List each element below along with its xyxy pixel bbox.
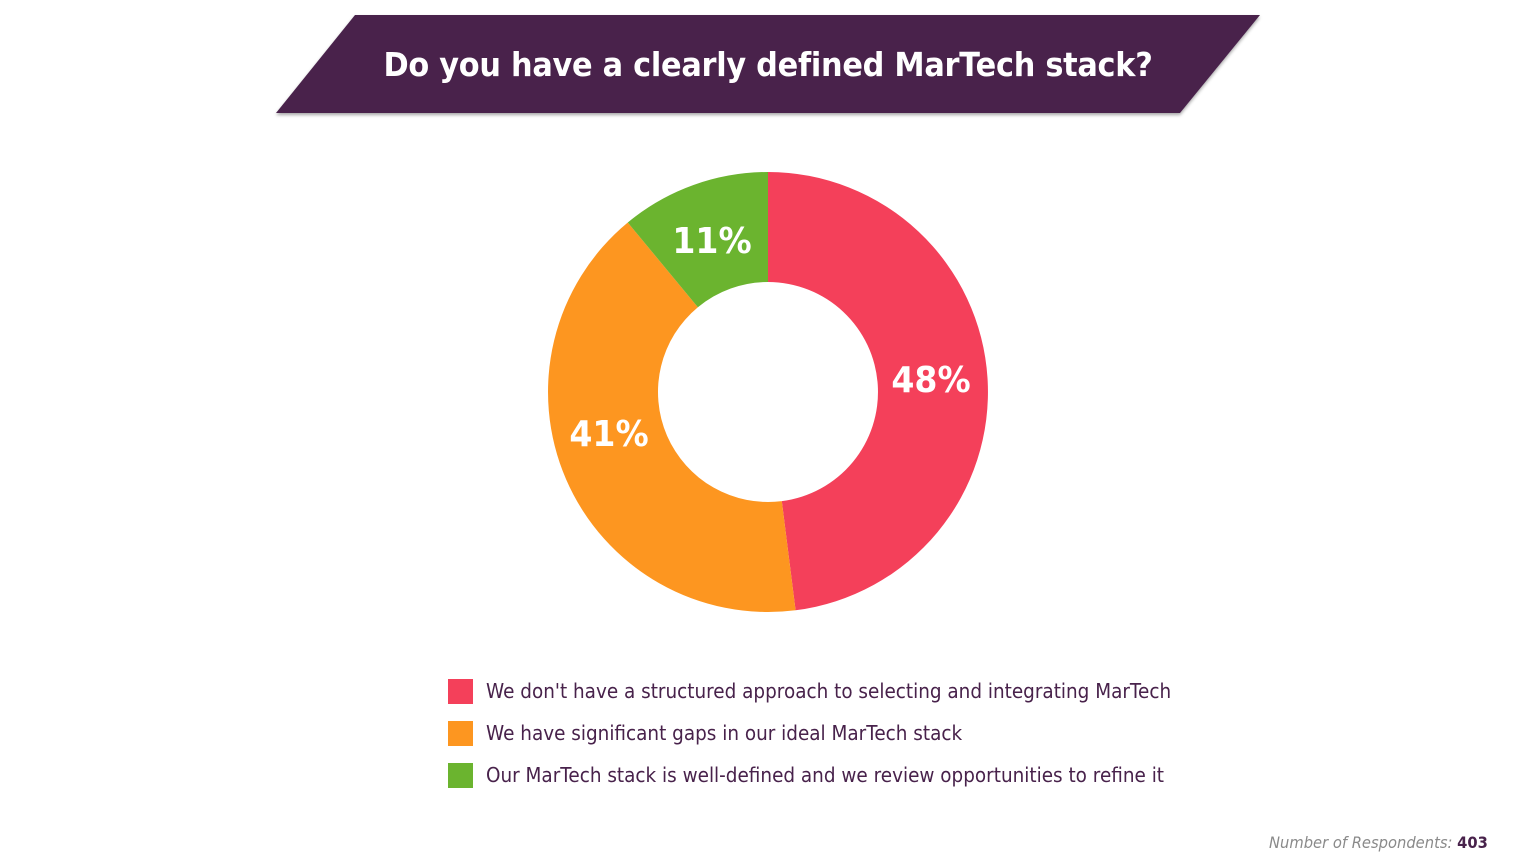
slice-label-green: 11% (672, 221, 752, 262)
slice-label-orange: 41% (569, 414, 649, 455)
green-swatch-icon (448, 762, 473, 788)
banner-shape (276, 15, 1260, 113)
legend-item-significant-gaps: We have significant gaps in our ideal Ma… (448, 712, 1231, 754)
legend-item-well-defined: Our MarTech stack is well-defined and we… (448, 754, 1231, 796)
chart-title: Do you have a clearly defined MarTech st… (383, 44, 1153, 84)
legend-label: Our MarTech stack is well-defined and we… (486, 763, 1165, 787)
legend-label: We have significant gaps in our ideal Ma… (486, 721, 963, 745)
respondents-label: Number of Respondents: (1269, 833, 1453, 852)
slice-label-red: 48% (891, 360, 971, 401)
respondents-count: 403 (1457, 833, 1488, 852)
orange-swatch-icon (448, 720, 473, 746)
red-swatch-icon (448, 678, 473, 704)
slice-significant-gaps[interactable] (548, 222, 796, 612)
title-banner: Do you have a clearly defined MarTech st… (0, 0, 1536, 130)
respondents-footnote: Number of Respondents: 403 (1269, 833, 1488, 852)
legend: We don't have a structured approach to s… (448, 670, 1231, 796)
legend-item-no-structured-approach: We don't have a structured approach to s… (448, 670, 1231, 712)
slice-no-structured-approach[interactable] (768, 172, 988, 611)
legend-label: We don't have a structured approach to s… (486, 679, 1172, 703)
slice-well-defined[interactable] (627, 172, 768, 308)
